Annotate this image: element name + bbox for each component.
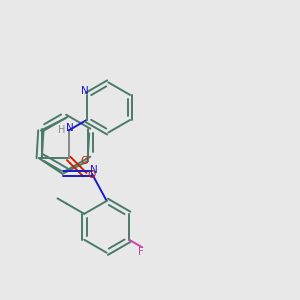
Text: O: O	[87, 169, 95, 180]
Text: N: N	[90, 165, 97, 175]
Text: O: O	[80, 156, 88, 166]
Text: N: N	[81, 86, 89, 96]
Text: H: H	[58, 125, 66, 135]
Text: F: F	[138, 248, 144, 257]
Text: N: N	[66, 123, 74, 133]
